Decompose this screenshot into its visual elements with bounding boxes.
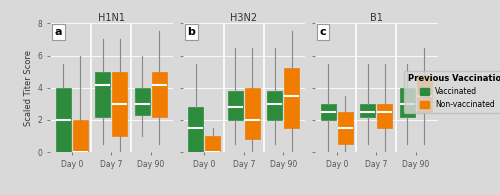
Title: H1N1: H1N1 bbox=[98, 13, 125, 23]
PathPatch shape bbox=[360, 104, 376, 117]
Text: c: c bbox=[320, 27, 326, 37]
PathPatch shape bbox=[112, 72, 127, 136]
PathPatch shape bbox=[72, 120, 88, 152]
PathPatch shape bbox=[152, 72, 166, 117]
PathPatch shape bbox=[416, 75, 432, 112]
PathPatch shape bbox=[244, 88, 260, 139]
PathPatch shape bbox=[228, 91, 243, 120]
Text: b: b bbox=[188, 27, 196, 37]
Legend: Vaccinated, Non-vaccinated: Vaccinated, Non-vaccinated bbox=[404, 71, 500, 113]
PathPatch shape bbox=[135, 88, 150, 115]
PathPatch shape bbox=[377, 104, 392, 128]
PathPatch shape bbox=[284, 68, 299, 128]
PathPatch shape bbox=[205, 136, 220, 152]
Title: H3N2: H3N2 bbox=[230, 13, 258, 23]
PathPatch shape bbox=[96, 72, 110, 117]
PathPatch shape bbox=[56, 88, 71, 152]
PathPatch shape bbox=[268, 91, 282, 120]
Title: B1: B1 bbox=[370, 13, 382, 23]
PathPatch shape bbox=[338, 112, 352, 144]
PathPatch shape bbox=[188, 107, 204, 152]
Y-axis label: Scaled Titer Score: Scaled Titer Score bbox=[24, 50, 34, 126]
Text: a: a bbox=[55, 27, 62, 37]
PathPatch shape bbox=[321, 104, 336, 120]
PathPatch shape bbox=[400, 88, 415, 117]
